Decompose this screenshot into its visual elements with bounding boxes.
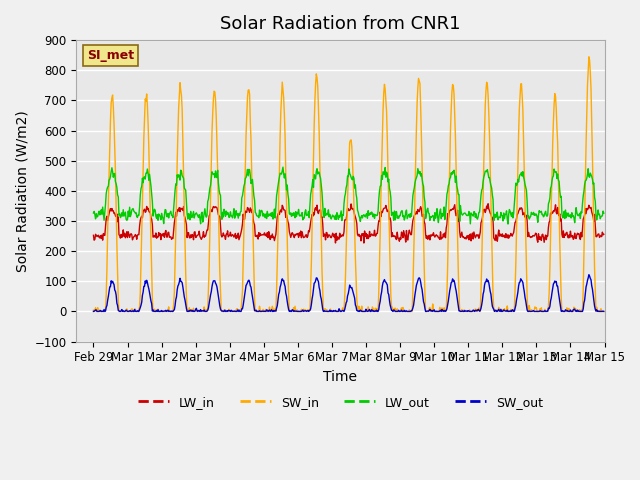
- Y-axis label: Solar Radiation (W/m2): Solar Radiation (W/m2): [15, 110, 29, 272]
- Text: SI_met: SI_met: [87, 49, 134, 62]
- Legend: LW_in, SW_in, LW_out, SW_out: LW_in, SW_in, LW_out, SW_out: [132, 391, 548, 414]
- Title: Solar Radiation from CNR1: Solar Radiation from CNR1: [220, 15, 461, 33]
- X-axis label: Time: Time: [323, 370, 358, 384]
